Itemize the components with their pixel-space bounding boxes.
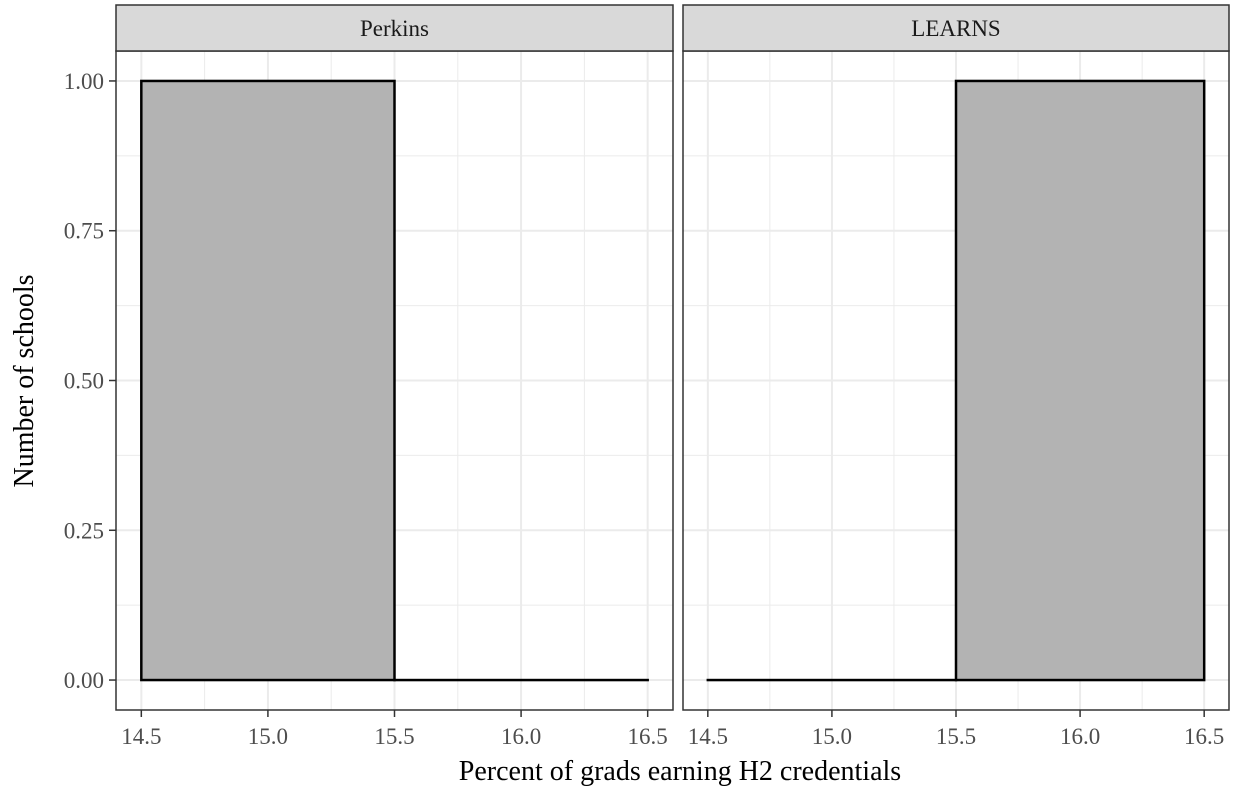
x-tick-label: 16.0 — [1060, 724, 1100, 749]
facet-strip-label: Perkins — [360, 16, 429, 41]
x-tick-label: 15.0 — [812, 724, 852, 749]
x-tick-label: 16.0 — [501, 724, 541, 749]
x-tick-label: 15.5 — [936, 724, 976, 749]
panel-perkins: Perkins 14.5 15.0 15.5 16.0 16.5 — [115, 4, 674, 749]
x-axis-title: Percent of grads earning H2 credentials — [459, 756, 901, 787]
y-axis: 0.00 0.25 0.50 0.75 1.00 — [64, 69, 116, 693]
y-axis-title: Number of schools — [9, 274, 40, 487]
x-tick-label: 15.0 — [248, 724, 288, 749]
histogram-bar — [954, 79, 1206, 682]
y-tick-label: 0.00 — [64, 668, 104, 693]
x-tick-label: 16.5 — [1184, 724, 1224, 749]
y-tick-label: 1.00 — [64, 69, 104, 94]
y-tick-label: 0.50 — [64, 369, 104, 394]
facet-strip-label: LEARNS — [911, 16, 1000, 41]
panel-learns: LEARNS 14.5 15.0 15.5 16.0 16.5 — [682, 4, 1230, 749]
x-tick-label: 16.5 — [628, 724, 668, 749]
histogram-bar — [140, 79, 396, 682]
x-tick-label: 14.5 — [121, 724, 161, 749]
x-tick-label: 15.5 — [374, 724, 414, 749]
y-tick-label: 0.75 — [64, 219, 104, 244]
facet-strip — [115, 4, 674, 52]
facet-panels: Perkins 14.5 15.0 15.5 16.0 16.5 LEARNS 14.5 15.… — [115, 4, 1230, 749]
x-tick-label: 14.5 — [688, 724, 728, 749]
y-tick-label: 0.25 — [64, 518, 104, 543]
facet-strip — [682, 4, 1230, 52]
